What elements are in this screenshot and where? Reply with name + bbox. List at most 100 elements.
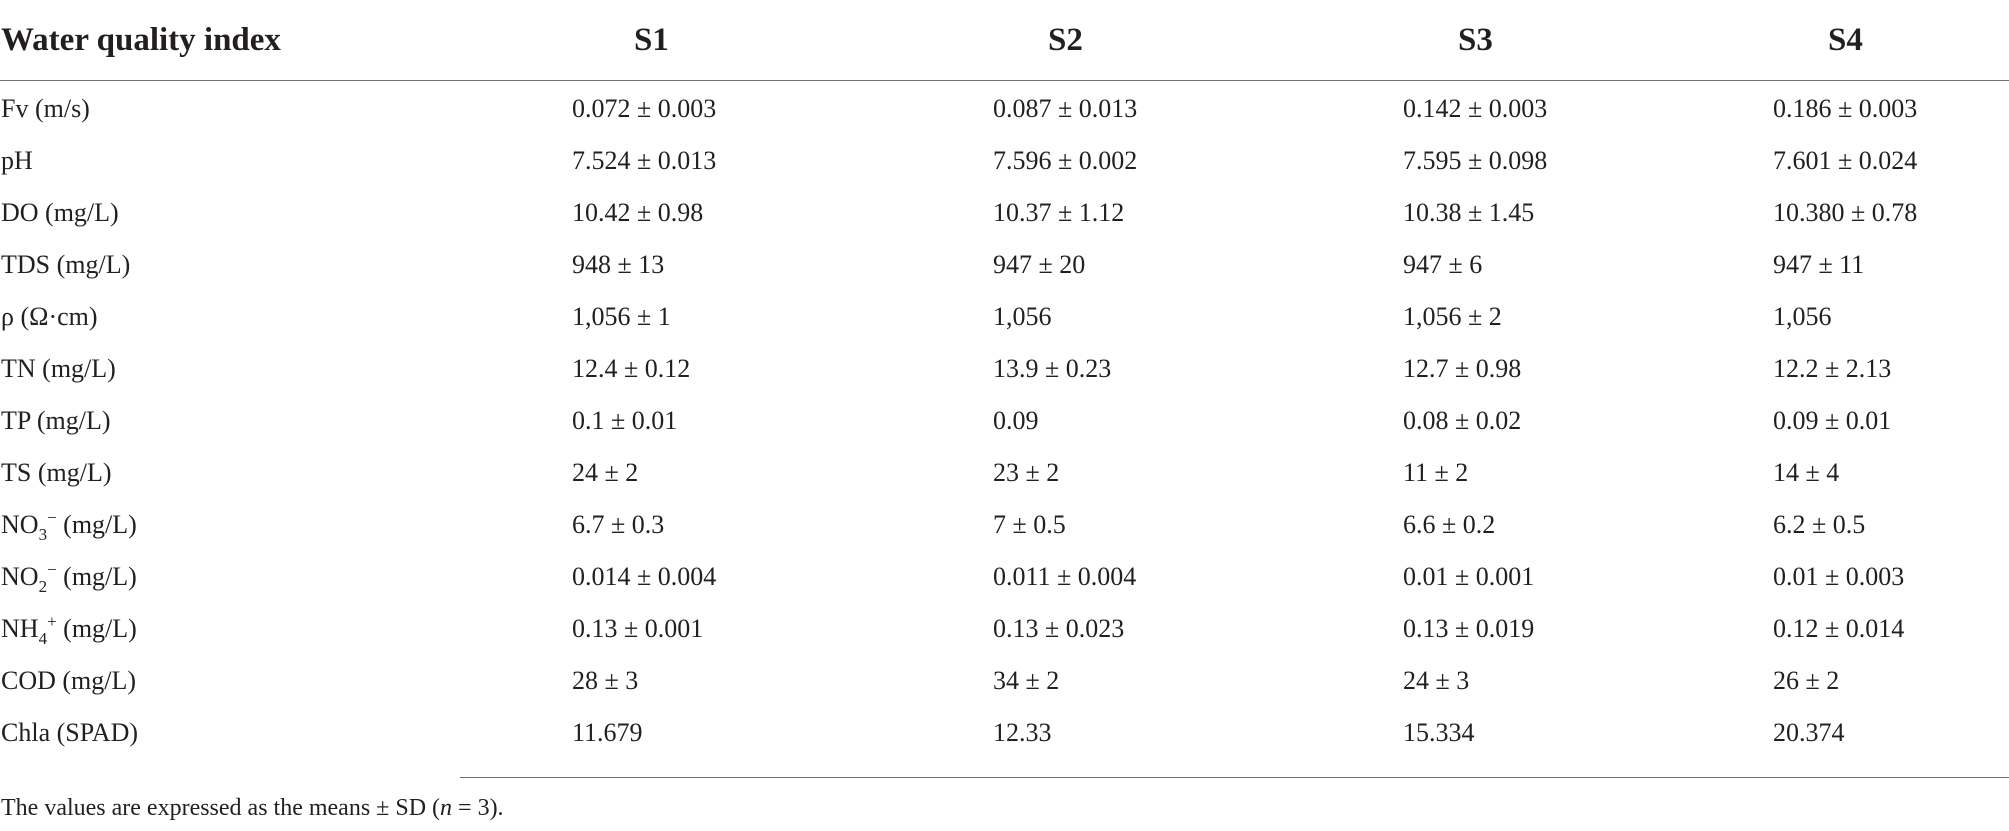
cell-s1: 0.072 ± 0.003 xyxy=(572,94,717,123)
cell-s2: 34 ± 2 xyxy=(993,666,1060,695)
footnote-text-after: = 3). xyxy=(452,795,504,821)
table-row: NH4+ (mg/L) 0.13 ± 0.001 0.13 ± 0.023 0.… xyxy=(0,603,2009,655)
cell-s4: 20.374 xyxy=(1773,718,1845,747)
footnote-text-before: The values are expressed as the means ± … xyxy=(1,795,441,821)
cell-s3: 6.6 ± 0.2 xyxy=(1403,510,1496,539)
cell-s3: 1,056 ± 2 xyxy=(1403,302,1502,331)
cell-s1: 10.42 ± 0.98 xyxy=(572,198,704,227)
table-row: TDS (mg/L) 948 ± 13 947 ± 20 947 ± 6 947… xyxy=(0,239,2009,291)
label-superscript: − xyxy=(47,560,57,579)
cell-s4: 7.601 ± 0.024 xyxy=(1773,146,1918,175)
cell-s3: 10.38 ± 1.45 xyxy=(1403,198,1535,227)
table-footnote: The values are expressed as the means ± … xyxy=(1,795,504,822)
table-row: TS (mg/L) 24 ± 2 23 ± 2 11 ± 2 14 ± 4 xyxy=(0,447,2009,499)
row-label: pH xyxy=(1,146,33,175)
cell-s2: 947 ± 20 xyxy=(993,250,1086,279)
table-row: pH 7.524 ± 0.013 7.596 ± 0.002 7.595 ± 0… xyxy=(0,135,2009,187)
cell-s2: 0.13 ± 0.023 xyxy=(993,614,1125,643)
cell-s3: 15.334 xyxy=(1403,718,1475,747)
cell-s2: 13.9 ± 0.23 xyxy=(993,354,1112,383)
cell-s1: 7.524 ± 0.013 xyxy=(572,146,717,175)
table-row: NO2− (mg/L) 0.014 ± 0.004 0.011 ± 0.004 … xyxy=(0,551,2009,603)
cell-s4: 0.186 ± 0.003 xyxy=(1773,94,1918,123)
label-subscript: 3 xyxy=(38,525,48,544)
table-row: TN (mg/L) 12.4 ± 0.12 13.9 ± 0.23 12.7 ±… xyxy=(0,343,2009,395)
label-unit: (mg/L) xyxy=(56,510,137,539)
cell-s2: 0.011 ± 0.004 xyxy=(993,562,1137,591)
cell-s4: 0.09 ± 0.01 xyxy=(1773,406,1892,435)
cell-s2: 10.37 ± 1.12 xyxy=(993,198,1125,227)
cell-s4: 947 ± 11 xyxy=(1773,250,1865,279)
row-label: TS (mg/L) xyxy=(1,458,112,487)
label-subscript: 2 xyxy=(38,577,48,596)
cell-s4: 0.12 ± 0.014 xyxy=(1773,614,1905,643)
cell-s1: 0.1 ± 0.01 xyxy=(572,406,678,435)
cell-s3: 0.01 ± 0.001 xyxy=(1403,562,1535,591)
header-s3: S3 xyxy=(1400,0,1770,81)
cell-s3: 0.08 ± 0.02 xyxy=(1403,406,1522,435)
cell-s1: 6.7 ± 0.3 xyxy=(572,510,665,539)
label-superscript: − xyxy=(47,508,57,527)
label-unit: (mg/L) xyxy=(56,614,137,643)
header-s1: S1 xyxy=(570,0,990,81)
row-label: ρ (Ω·cm) xyxy=(1,302,98,331)
cell-s2: 7 ± 0.5 xyxy=(993,510,1066,539)
cell-s3: 7.595 ± 0.098 xyxy=(1403,146,1548,175)
cell-s3: 0.13 ± 0.019 xyxy=(1403,614,1535,643)
cell-s4: 0.01 ± 0.003 xyxy=(1773,562,1905,591)
row-label: TN (mg/L) xyxy=(1,354,116,383)
cell-s1: 0.014 ± 0.004 xyxy=(572,562,717,591)
cell-s2: 0.087 ± 0.013 xyxy=(993,94,1138,123)
table-row: NO3− (mg/L) 6.7 ± 0.3 7 ± 0.5 6.6 ± 0.2 … xyxy=(0,499,2009,551)
cell-s3: 24 ± 3 xyxy=(1403,666,1470,695)
cell-s4: 1,056 xyxy=(1773,302,1832,331)
header-row: Water quality index S1 S2 S3 S4 xyxy=(0,0,2009,81)
header-s4: S4 xyxy=(1770,0,2009,81)
cell-s1: 12.4 ± 0.12 xyxy=(572,354,691,383)
cell-s3: 12.7 ± 0.98 xyxy=(1403,354,1522,383)
cell-s1: 1,056 ± 1 xyxy=(572,302,671,331)
table-row: COD (mg/L) 28 ± 3 34 ± 2 24 ± 3 26 ± 2 xyxy=(0,655,2009,707)
cell-s2: 7.596 ± 0.002 xyxy=(993,146,1138,175)
row-label: Chla (SPAD) xyxy=(1,718,139,747)
cell-s3: 11 ± 2 xyxy=(1403,458,1469,487)
label-base: NO xyxy=(1,562,39,591)
cell-s4: 10.380 ± 0.78 xyxy=(1773,198,1918,227)
row-label: NH4+ (mg/L) xyxy=(0,603,570,655)
cell-s3: 0.142 ± 0.003 xyxy=(1403,94,1548,123)
cell-s4: 12.2 ± 2.13 xyxy=(1773,354,1892,383)
water-quality-table-container: Water quality index S1 S2 S3 S4 Fv (m/s)… xyxy=(0,0,2009,759)
row-label: Fv (m/s) xyxy=(1,94,90,123)
table-bottom-rule xyxy=(460,777,2009,778)
label-base: NO xyxy=(1,510,39,539)
table-row: DO (mg/L) 10.42 ± 0.98 10.37 ± 1.12 10.3… xyxy=(0,187,2009,239)
label-superscript: + xyxy=(47,612,57,631)
header-s2: S2 xyxy=(990,0,1400,81)
header-water-quality-index: Water quality index xyxy=(0,0,570,81)
cell-s1: 11.679 xyxy=(572,718,643,747)
cell-s1: 948 ± 13 xyxy=(572,250,665,279)
row-label: TDS (mg/L) xyxy=(1,250,131,279)
cell-s2: 0.09 xyxy=(993,406,1039,435)
label-subscript: 4 xyxy=(38,629,48,648)
cell-s3: 947 ± 6 xyxy=(1403,250,1483,279)
water-quality-table: Water quality index S1 S2 S3 S4 Fv (m/s)… xyxy=(0,0,2009,759)
table-row: Chla (SPAD) 11.679 12.33 15.334 20.374 xyxy=(0,707,2009,759)
cell-s2: 1,056 xyxy=(993,302,1052,331)
table-row: Fv (m/s) 0.072 ± 0.003 0.087 ± 0.013 0.1… xyxy=(0,81,2009,136)
footnote-italic-n: n xyxy=(440,795,453,821)
table-row: ρ (Ω·cm) 1,056 ± 1 1,056 1,056 ± 2 1,056 xyxy=(0,291,2009,343)
label-unit: (mg/L) xyxy=(56,562,137,591)
cell-s1: 24 ± 2 xyxy=(572,458,639,487)
cell-s2: 12.33 xyxy=(993,718,1052,747)
cell-s4: 26 ± 2 xyxy=(1773,666,1840,695)
row-label: COD (mg/L) xyxy=(1,666,137,695)
cell-s2: 23 ± 2 xyxy=(993,458,1060,487)
cell-s4: 14 ± 4 xyxy=(1773,458,1840,487)
label-base: NH xyxy=(1,614,39,643)
row-label: DO (mg/L) xyxy=(1,198,119,227)
cell-s4: 6.2 ± 0.5 xyxy=(1773,510,1866,539)
row-label: NO2− (mg/L) xyxy=(0,551,570,603)
row-label: NO3− (mg/L) xyxy=(0,499,570,551)
table-row: TP (mg/L) 0.1 ± 0.01 0.09 0.08 ± 0.02 0.… xyxy=(0,395,2009,447)
